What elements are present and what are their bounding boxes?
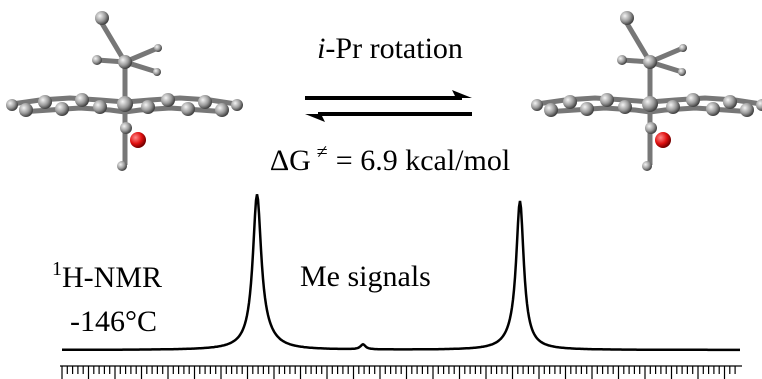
molecule-right	[531, 11, 762, 171]
rotation-label: i-Pr rotation	[317, 32, 463, 65]
signal-label: Me signals	[300, 260, 431, 293]
figure: i-Pr rotation ΔG≠= 6.9 kcal/mol 1H-NMR -…	[0, 0, 762, 379]
energy-label: ΔG≠= 6.9 kcal/mol	[270, 141, 510, 177]
molecule-left	[6, 11, 243, 171]
nmr-label: 1H-NMR	[52, 258, 162, 294]
equilibrium-arrows	[305, 98, 472, 114]
temperature: -146°C	[70, 305, 157, 338]
scale	[60, 366, 742, 379]
